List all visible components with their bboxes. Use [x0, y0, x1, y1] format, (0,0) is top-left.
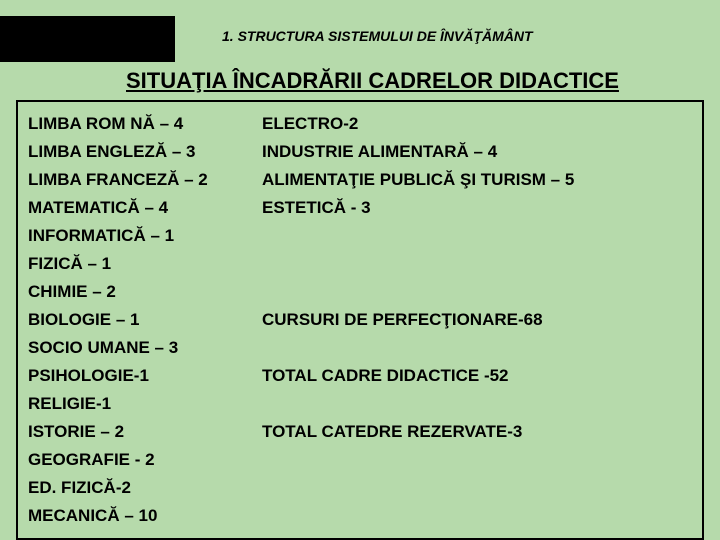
spacer	[262, 334, 696, 362]
list-item: INFORMATICĂ – 1	[28, 222, 248, 250]
list-item: LIMBA FRANCEZĂ – 2	[28, 166, 248, 194]
content-box: LIMBA ROM NĂ – 4 LIMBA ENGLEZĂ – 3 LIMBA…	[16, 100, 704, 540]
list-item: SOCIO UMANE – 3	[28, 334, 248, 362]
left-column: LIMBA ROM NĂ – 4 LIMBA ENGLEZĂ – 3 LIMBA…	[18, 102, 254, 538]
summary-line: CURSURI DE PERFECŢIONARE-68	[262, 306, 696, 334]
list-item: ESTETICĂ - 3	[262, 194, 696, 222]
list-item: LIMBA ROM NĂ – 4	[28, 110, 248, 138]
section-title: 1. STRUCTURA SISTEMULUI DE ÎNVĂŢĂMÂNT	[222, 28, 533, 44]
subtitle: SITUAŢIA ÎNCADRĂRII CADRELOR DIDACTICE	[126, 68, 619, 94]
spacer	[262, 278, 696, 306]
list-item: ALIMENTAŢIE PUBLICĂ ŞI TURISM – 5	[262, 166, 696, 194]
list-item: CHIMIE – 2	[28, 278, 248, 306]
list-item: BIOLOGIE – 1	[28, 306, 248, 334]
list-item: GEOGRAFIE - 2	[28, 446, 248, 474]
list-item: ED. FIZICĂ-2	[28, 474, 248, 502]
spacer	[262, 390, 696, 418]
list-item: FIZICĂ – 1	[28, 250, 248, 278]
header-black-bar	[0, 16, 175, 62]
list-item: RELIGIE-1	[28, 390, 248, 418]
list-item: MATEMATICĂ – 4	[28, 194, 248, 222]
list-item: PSIHOLOGIE-1	[28, 362, 248, 390]
list-item: INDUSTRIE ALIMENTARĂ – 4	[262, 138, 696, 166]
summary-line: TOTAL CATEDRE REZERVATE-3	[262, 418, 696, 446]
list-item: ELECTRO-2	[262, 110, 696, 138]
right-column: ELECTRO-2 INDUSTRIE ALIMENTARĂ – 4 ALIME…	[254, 102, 702, 538]
list-item: MECANICĂ – 10	[28, 502, 248, 530]
list-item: ISTORIE – 2	[28, 418, 248, 446]
list-item: LIMBA ENGLEZĂ – 3	[28, 138, 248, 166]
summary-line: TOTAL CADRE DIDACTICE -52	[262, 362, 696, 390]
spacer	[262, 222, 696, 278]
